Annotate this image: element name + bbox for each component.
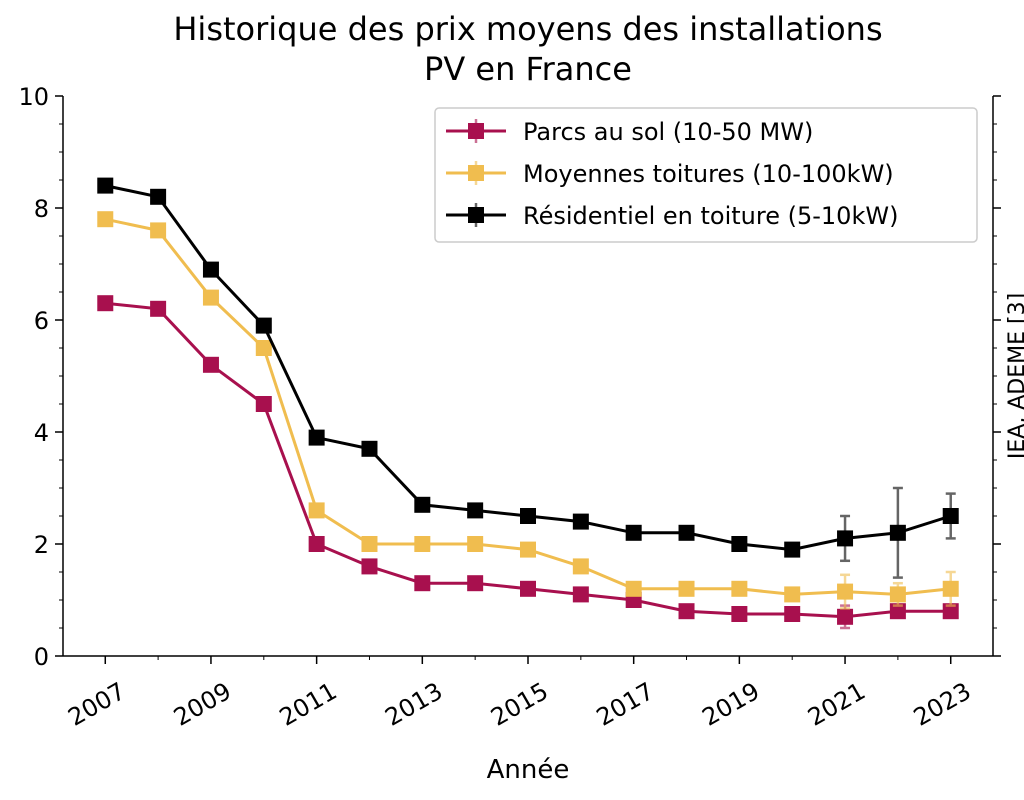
marker xyxy=(837,530,854,547)
marker xyxy=(889,603,906,620)
marker xyxy=(308,536,325,552)
y-tick-label: 8 xyxy=(34,195,49,223)
marker xyxy=(784,541,801,558)
legend-frame xyxy=(434,107,978,243)
marker xyxy=(308,502,325,519)
chart-title: Historique des prix moyens des installat… xyxy=(173,10,882,48)
marker xyxy=(202,289,219,306)
marker xyxy=(572,558,589,575)
marker xyxy=(361,558,378,575)
marker xyxy=(255,340,272,356)
marker xyxy=(202,356,219,373)
x-axis-label: Année xyxy=(487,755,570,785)
marker xyxy=(942,508,959,524)
marker xyxy=(467,575,484,592)
y-tick-label: 6 xyxy=(34,307,49,335)
marker xyxy=(625,580,642,597)
legend-label: Parcs au sol (10-50 MW) xyxy=(523,118,813,146)
y2-axis-label: IEA, ADEME [3] xyxy=(1005,293,1024,459)
marker xyxy=(678,603,695,620)
legend-marker xyxy=(468,123,484,139)
marker xyxy=(837,583,854,600)
legend-marker xyxy=(468,165,484,181)
x-tick-label: 2021 xyxy=(803,677,870,732)
marker xyxy=(97,211,114,228)
x-tick-label: 2009 xyxy=(169,677,236,732)
marker xyxy=(520,580,536,597)
marker xyxy=(150,222,167,239)
marker xyxy=(942,603,959,620)
series-line xyxy=(104,217,951,596)
legend-label: Moyennes toitures (10-100kW) xyxy=(523,160,894,188)
marker xyxy=(150,188,167,205)
x-tick-label: 2013 xyxy=(380,677,447,732)
marker xyxy=(97,295,114,312)
marker xyxy=(625,524,642,541)
y-tick-label: 10 xyxy=(18,83,49,111)
y-tick-label: 2 xyxy=(34,531,49,559)
marker xyxy=(572,513,589,530)
marker xyxy=(572,586,589,603)
marker xyxy=(414,496,431,513)
x-tick-label: 2015 xyxy=(486,677,553,732)
legend: Parcs au sol (10-50 MW) Moyennes toitures… xyxy=(434,107,978,243)
y-tick-label: 0 xyxy=(34,643,49,671)
x-tick-label: 2023 xyxy=(909,677,976,732)
marker xyxy=(150,300,167,317)
chart-title: PV en France xyxy=(424,50,632,88)
marker xyxy=(784,606,801,622)
marker xyxy=(731,580,748,597)
legend-marker xyxy=(468,207,484,223)
marker xyxy=(255,317,272,334)
marker xyxy=(942,580,959,597)
x-tick-label: 2017 xyxy=(592,677,659,732)
marker xyxy=(837,608,854,625)
marker xyxy=(467,536,484,552)
x-tick-label: 2007 xyxy=(63,677,130,732)
legend-label: Résidentiel en toiture (5-10kW) xyxy=(523,202,898,230)
marker xyxy=(731,606,748,622)
marker xyxy=(361,536,378,552)
marker xyxy=(414,536,431,552)
marker xyxy=(255,396,272,412)
x-tick-label: 2011 xyxy=(275,677,342,732)
marker xyxy=(97,177,114,194)
marker xyxy=(520,541,536,558)
y-tick-label: 4 xyxy=(34,419,49,447)
marker xyxy=(520,508,536,524)
marker xyxy=(678,580,695,597)
series-line xyxy=(105,301,951,619)
marker xyxy=(784,586,801,603)
marker xyxy=(731,536,748,552)
marker xyxy=(202,261,219,278)
marker xyxy=(889,586,906,603)
x-tick-label: 2019 xyxy=(697,677,764,732)
marker xyxy=(889,524,906,541)
marker xyxy=(361,440,378,457)
marker xyxy=(678,524,695,541)
marker xyxy=(467,502,484,519)
marker xyxy=(308,429,325,446)
marker xyxy=(414,575,431,592)
